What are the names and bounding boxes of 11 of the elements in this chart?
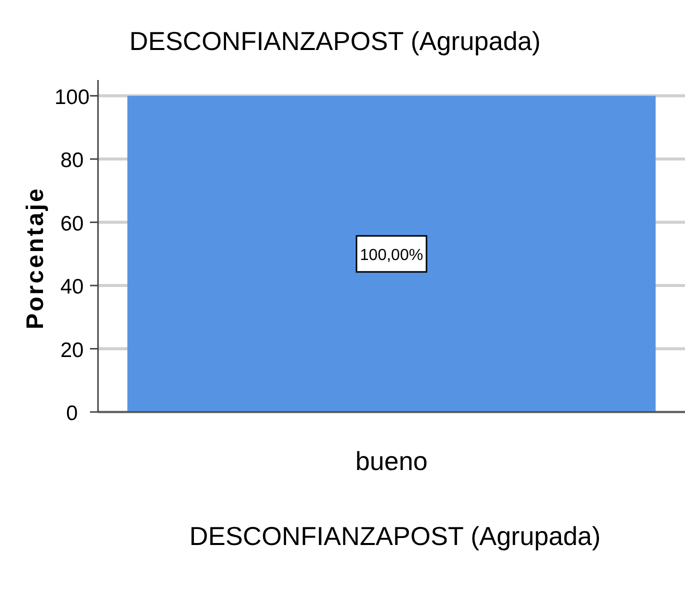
data-label: 100,00% [360,246,424,264]
y-tick-label: 100 [54,86,90,109]
y-tick-label: 0 [66,402,78,425]
y-tick-label: 20 [60,338,84,362]
x-axis-title: DESCONFIANZAPOST (Agrupada) [189,521,601,551]
x-tick-label: bueno [355,446,428,476]
y-tick-label: 80 [60,149,84,172]
y-tick-label: 40 [60,276,84,299]
y-tick-label: 60 [60,212,84,236]
chart-title: DESCONFIANZAPOST (Agrupada) [129,26,541,56]
y-axis-title: Porcentaje [22,186,49,330]
